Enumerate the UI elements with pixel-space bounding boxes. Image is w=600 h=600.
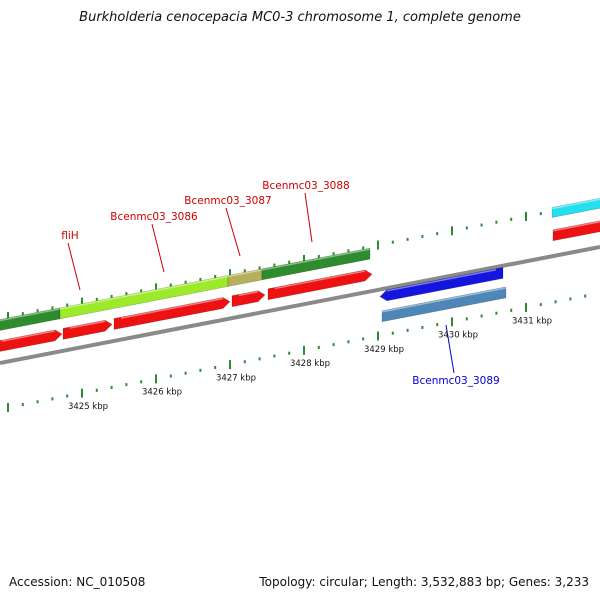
- callout-line-bcenmc03-3087: [225, 207, 241, 257]
- gene-feature-bcenmc03-3086-highlight: [227, 269, 263, 278]
- callout-line-bcenmc03-3086: [151, 223, 165, 273]
- gene-label-bcenmc03-3087[interactable]: Bcenmc03_3087: [184, 195, 271, 207]
- gene-feature-highlight: [0, 308, 61, 322]
- kbp-label-3430: 3430 kbp: [438, 331, 478, 341]
- cds-feature-highlight: [552, 220, 600, 232]
- cds-feature-highlight: [1, 330, 56, 342]
- top-right-feature-highlight: [551, 198, 600, 210]
- cds-feature[interactable]: [0, 329, 63, 353]
- cds-feature-bcenmc03-3087-highlight: [238, 290, 259, 297]
- gene-label-bcenmc03-3088[interactable]: Bcenmc03_3088: [262, 180, 349, 192]
- cds-feature-bcenmc03-3087[interactable]: [231, 290, 266, 308]
- kbp-labels: 3425 kbp 3426 kbp 3427 kbp 3428 kbp 3429 kbp…: [68, 316, 552, 412]
- gene-label-flih[interactable]: fliH: [61, 230, 78, 242]
- gene-feature-bcenmc03-3088[interactable]: [261, 247, 371, 281]
- gene-feature-bcenmc03-3089-highlight: [386, 269, 497, 292]
- callout-line-flih: [67, 242, 81, 291]
- kbp-label-3427: 3427 kbp: [216, 373, 256, 383]
- kbp-label-3425: 3425 kbp: [68, 402, 108, 412]
- kbp-label-3431: 3431 kbp: [512, 316, 552, 326]
- lower-tick-row: [7, 294, 587, 412]
- callout-line-bcenmc03-3089: [445, 324, 455, 374]
- cds-feature-bcenmc03-3089-highlight: [381, 287, 507, 313]
- cds-feature-bcenmc03-3088[interactable]: [267, 269, 373, 301]
- genome-axis: [0, 245, 600, 365]
- kbp-label-3426: 3426 kbp: [142, 388, 182, 398]
- cds-feature-bcenmc03-3088-highlight: [274, 270, 366, 290]
- cds-feature[interactable]: [62, 319, 113, 340]
- gene-feature[interactable]: [0, 307, 61, 332]
- gene-feature-bcenmc03-3089[interactable]: [379, 267, 504, 302]
- gene-features[interactable]: [0, 197, 600, 352]
- gene-callouts: fliH Bcenmc03_3086 Bcenmc03_3087 Bcenmc03_3…: [61, 180, 499, 387]
- cds-feature[interactable]: [552, 220, 600, 242]
- cds-feature-fliH-highlight: [120, 297, 224, 319]
- gene-feature-bcenmc03-3088-highlight: [261, 248, 371, 271]
- cds-feature-fliH[interactable]: [113, 297, 231, 330]
- gene-label-bcenmc03-3089[interactable]: Bcenmc03_3089: [412, 375, 499, 387]
- cds-feature-highlight: [69, 320, 106, 329]
- kbp-label-3429: 3429 kbp: [364, 345, 404, 355]
- topology-label: Topology: circular; Length: 3,532,883 bp…: [259, 575, 589, 589]
- kbp-label-3428: 3428 kbp: [290, 359, 330, 369]
- top-right-feature[interactable]: [551, 197, 600, 218]
- gene-label-bcenmc03-3086[interactable]: Bcenmc03_3086: [110, 211, 198, 223]
- genome-title: Burkholderia cenocepacia MC0-3 chromosom…: [79, 10, 521, 25]
- accession-label: Accession: NC_010508: [9, 575, 146, 589]
- cds-feature-bcenmc03-3089[interactable]: [381, 286, 507, 323]
- gene-feature-fliH-highlight: [59, 275, 229, 310]
- callout-line-bcenmc03-3088: [304, 192, 313, 243]
